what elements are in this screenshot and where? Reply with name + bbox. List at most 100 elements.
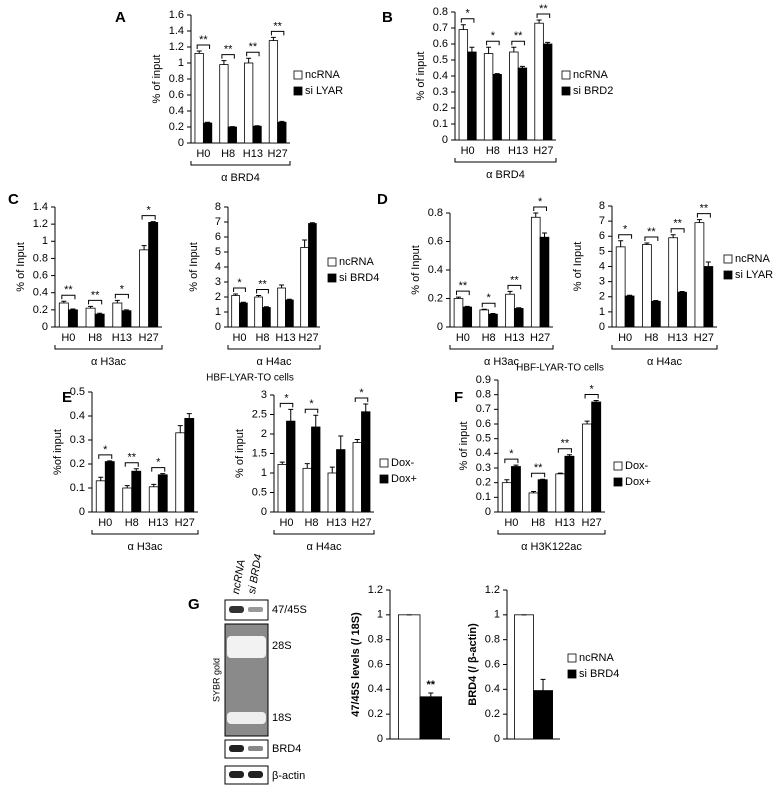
significance-bracket xyxy=(256,289,269,294)
error-bar xyxy=(464,305,470,308)
error-bar xyxy=(513,464,519,467)
error-bar xyxy=(584,420,590,424)
legend-label: ncRNA xyxy=(579,652,615,664)
x-tick-label: H8 xyxy=(221,148,235,160)
legend-label: ncRNA xyxy=(735,253,771,265)
y-tick-label: 0.8 xyxy=(428,207,443,219)
y-tick-label: 1 xyxy=(599,306,605,318)
group-label: α H4ac xyxy=(306,541,342,553)
significance-bracket xyxy=(354,397,369,402)
bar xyxy=(308,223,317,328)
bar xyxy=(148,222,159,328)
significance-label: ** xyxy=(127,452,136,464)
panel-label: A xyxy=(115,9,126,26)
error-bar xyxy=(98,476,104,481)
significance-label: * xyxy=(465,8,470,20)
y-tick-label: 1.4 xyxy=(33,201,48,213)
error-bar xyxy=(653,300,659,302)
y-tick-label: 1.6 xyxy=(169,9,184,21)
error-bar xyxy=(286,298,292,300)
error-bar xyxy=(240,301,246,303)
bar xyxy=(268,40,279,144)
y-tick-label: 0.8 xyxy=(169,73,184,85)
error-bar xyxy=(246,57,252,63)
bar xyxy=(227,126,237,144)
bar xyxy=(277,121,287,144)
bar xyxy=(462,306,473,328)
legend-label: Dox- xyxy=(625,460,649,472)
group-label: α H3ac xyxy=(484,356,520,368)
y-axis-label: % of input xyxy=(151,55,163,104)
significance-label: * xyxy=(509,448,514,460)
error-bar xyxy=(124,485,130,488)
band xyxy=(248,746,263,751)
error-bar xyxy=(302,239,308,248)
panel-label: C xyxy=(8,191,19,208)
error-bar xyxy=(519,65,525,68)
error-bar xyxy=(270,36,276,41)
bar xyxy=(239,302,248,328)
bar xyxy=(285,299,294,328)
group-bracket xyxy=(454,158,557,163)
legend-swatch xyxy=(723,270,733,280)
significance-bracket xyxy=(270,30,285,36)
error-bar xyxy=(542,232,548,238)
error-bar xyxy=(309,222,315,224)
y-tick-label: 0 xyxy=(437,321,443,333)
band xyxy=(229,606,244,613)
y-tick-label: 0.6 xyxy=(433,38,448,50)
bar xyxy=(139,249,150,328)
error-bar xyxy=(670,234,676,238)
bar xyxy=(94,313,105,328)
legend-swatch xyxy=(293,86,303,96)
y-tick-label: 0.2 xyxy=(169,121,184,133)
y-tick-label: 0.2 xyxy=(33,304,48,316)
significance-bracket xyxy=(279,402,294,408)
band-label: 28S xyxy=(272,640,292,652)
group-label: α H3ac xyxy=(127,541,163,553)
x-tick-label: H0 xyxy=(61,332,75,344)
x-tick-label: H13 xyxy=(275,332,295,344)
y-axis-label: %of input xyxy=(52,429,64,475)
error-bar xyxy=(504,479,510,483)
error-bar xyxy=(61,300,67,303)
y-tick-label: 8 xyxy=(215,201,221,213)
y-tick-label: 1 xyxy=(494,609,500,621)
y-tick-label: 1.2 xyxy=(169,41,184,53)
y-tick-label: 8 xyxy=(599,200,605,212)
bar xyxy=(157,474,168,513)
blot-box xyxy=(224,599,269,621)
legend-swatch xyxy=(327,257,337,267)
significance-bracket xyxy=(507,284,522,290)
error-bar xyxy=(97,312,103,315)
y-tick-label: 2.5 xyxy=(252,408,267,420)
error-bar xyxy=(455,296,461,299)
panel-label: F xyxy=(454,389,463,406)
bar xyxy=(488,313,498,328)
error-bar xyxy=(263,306,269,308)
y-tick-label: 0.7 xyxy=(433,22,448,34)
error-bar xyxy=(233,293,239,296)
error-bar xyxy=(363,403,369,412)
y-tick-label: 0.8 xyxy=(368,634,383,646)
error-bar xyxy=(114,299,120,303)
blot-box xyxy=(224,765,269,785)
significance-label: * xyxy=(589,383,594,395)
error-bar xyxy=(627,294,633,296)
x-tick-label: H8 xyxy=(644,332,658,344)
bar xyxy=(184,417,195,513)
legend-swatch xyxy=(379,458,389,468)
y-tick-label: 1 xyxy=(261,467,267,479)
y-tick-label: 0 xyxy=(79,506,85,518)
y-tick-label: 0 xyxy=(215,321,221,333)
y-tick-label: 0.6 xyxy=(476,418,491,430)
group-label: α BRD4 xyxy=(221,172,260,184)
bar xyxy=(530,216,541,328)
error-bar xyxy=(566,454,572,457)
error-bar xyxy=(123,309,129,311)
legend-label: ncRNA xyxy=(573,69,609,81)
significance-label: ** xyxy=(534,462,543,474)
error-bar xyxy=(531,490,537,493)
band-label: 47/45S xyxy=(272,604,307,616)
panel-label: G xyxy=(188,596,200,613)
